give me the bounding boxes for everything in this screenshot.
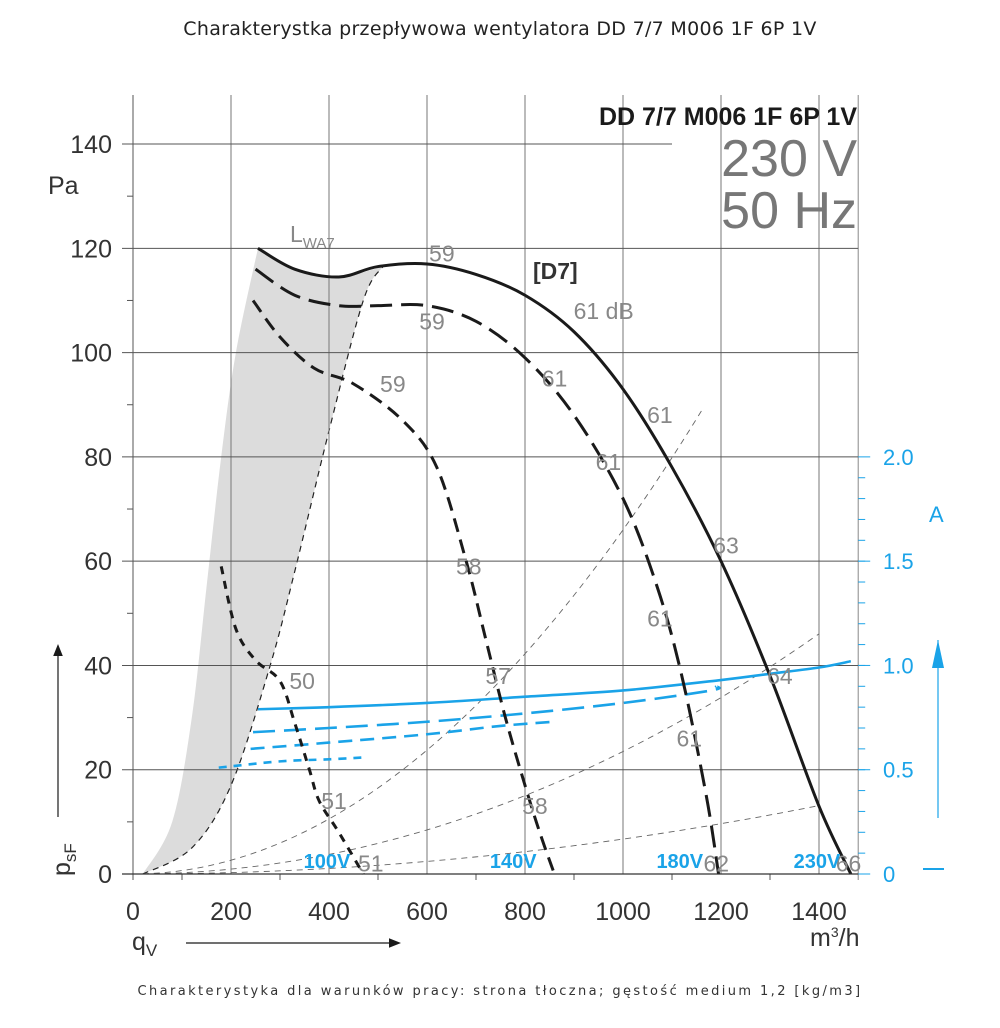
db-label: 61 <box>542 366 568 392</box>
db-label: 59 <box>380 371 406 397</box>
pressure-curves-layer <box>219 247 853 875</box>
y-unit-label: Pa <box>48 172 79 200</box>
x-tick-label: 800 <box>504 898 546 926</box>
x-tick-label: 1400 <box>791 898 847 926</box>
y-tick-label: 80 <box>84 444 112 472</box>
page-title: Charakterystka przepływowa wentylatora D… <box>183 18 817 40</box>
x-axis-title: qV <box>132 928 401 960</box>
db-label: 61 <box>677 725 703 751</box>
x-axis-label: qV <box>132 928 158 960</box>
pressure-curve <box>251 299 556 875</box>
db-label: 59 <box>419 308 445 334</box>
db-label: 61 <box>647 606 673 632</box>
y2-tick-label: 0.5 <box>883 758 914 783</box>
y-tick-label: 40 <box>84 652 112 680</box>
db-label: 61 <box>596 449 622 475</box>
lwa7-boundary-line <box>142 266 384 875</box>
system-curves-layer <box>142 410 820 875</box>
db-label: 64 <box>767 663 793 689</box>
system-curve <box>142 805 820 875</box>
y-tick-label: 0 <box>98 861 112 889</box>
y2-axis-label: A <box>929 502 944 527</box>
x-tick-label: 600 <box>406 898 448 926</box>
db-label: 59 <box>429 241 455 267</box>
y-tick-label: 20 <box>84 757 112 785</box>
system-curve <box>142 410 702 875</box>
y2-axis-arrow-icon <box>932 640 944 668</box>
curve-label-d7: [D7] <box>533 258 578 284</box>
lwa7-label: LWA7 <box>290 221 335 252</box>
x-tick-label: 1200 <box>693 898 749 926</box>
voltage-label: 100V <box>304 851 351 873</box>
db-label: 58 <box>456 553 482 579</box>
db-label: 63 <box>713 533 739 559</box>
x-unit-label: m3/h <box>810 924 859 952</box>
db-label: 62 <box>703 851 729 877</box>
voltage-label: 230V <box>794 851 841 873</box>
db-label: 51 <box>358 851 384 877</box>
axes-layer <box>122 95 859 880</box>
pressure-curve <box>257 247 853 875</box>
x-tick-label: 0 <box>126 898 140 926</box>
chart-model-title: DD 7/7 M006 1F 6P 1V <box>599 103 857 131</box>
y2-tick-label: 2.0 <box>883 445 914 470</box>
db-label: 66 <box>836 851 862 877</box>
system-curve <box>142 633 820 875</box>
x-tick-label: 200 <box>210 898 252 926</box>
y-tick-label: 140 <box>70 131 112 159</box>
y2-tick-label: 1.0 <box>883 653 914 678</box>
y-axis-title: psF <box>48 644 80 876</box>
y2-axis-title: A <box>923 502 944 870</box>
voltage-label: 140V <box>490 851 537 873</box>
x-tick-label: 1000 <box>595 898 651 926</box>
db-label: 51 <box>321 788 347 814</box>
footnote: Charakterystyka dla warunków pracy: stro… <box>137 984 863 999</box>
labels-layer: 0 200 400 600 800 1000 1200 1400020406080100120… <box>70 131 913 926</box>
voltage-label: 180V <box>656 851 703 873</box>
db-label: 61 dB <box>574 298 634 324</box>
y-tick-label: 60 <box>84 548 112 576</box>
x-tick-label: 400 <box>308 898 350 926</box>
y-tick-label: 120 <box>70 235 112 263</box>
chart-voltage: 230 V <box>721 130 857 188</box>
chart-frequency: 50 Hz <box>721 182 857 240</box>
db-label: 58 <box>522 793 548 819</box>
current-curve <box>257 659 852 711</box>
y2-tick-label: 1.5 <box>883 549 914 574</box>
y2-tick-label: 0 <box>883 862 895 887</box>
pressure-curve <box>254 267 721 875</box>
db-label: 57 <box>485 663 511 689</box>
db-label: 61 <box>647 402 673 428</box>
db-label: 50 <box>289 668 315 694</box>
y-axis-label: psF <box>48 843 80 876</box>
current-curve <box>252 684 721 734</box>
y-tick-label: 100 <box>70 340 112 368</box>
